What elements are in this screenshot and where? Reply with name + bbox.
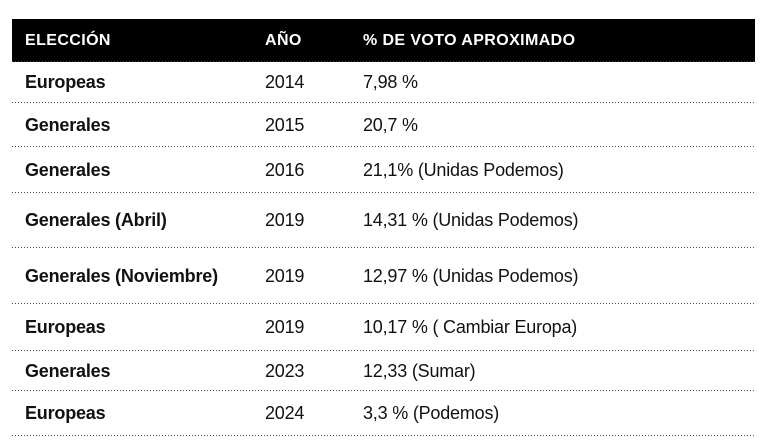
- table-row: Generales (Noviembre) 2019 12,97 % (Unid…: [12, 248, 755, 304]
- column-header-voto-aproximado: % DE VOTO APROXIMADO: [363, 31, 576, 49]
- election-cell: Generales (Noviembre): [25, 265, 218, 286]
- year-cell: 2019: [265, 265, 305, 286]
- column-header-eleccion: ELECCIÓN: [25, 31, 111, 49]
- vote-cell: 21,1% (Unidas Podemos): [363, 159, 564, 180]
- election-cell: Generales (Abril): [25, 210, 167, 230]
- table-row: Generales 2015 20,7 %: [12, 103, 755, 147]
- election-cell: Europeas: [25, 403, 106, 423]
- table-row: Europeas 2024 3,3 % (Podemos): [12, 391, 755, 436]
- year-cell: 2016: [265, 159, 305, 180]
- year-cell: 2014: [265, 72, 305, 92]
- year-cell: 2023: [265, 360, 305, 381]
- vote-cell: 12,33 (Sumar): [363, 360, 476, 381]
- year-cell: 2024: [265, 403, 305, 423]
- vote-cell: 12,97 % (Unidas Podemos): [363, 265, 579, 286]
- vote-cell: 20,7 %: [363, 114, 418, 135]
- vote-cell: 3,3 % (Podemos): [363, 403, 500, 423]
- election-cell: Europeas: [25, 317, 106, 337]
- election-cell: Generales: [25, 159, 111, 180]
- column-header-ano: AÑO: [265, 31, 302, 49]
- vote-cell: 14,31 % (Unidas Podemos): [363, 210, 579, 230]
- year-cell: 2019: [265, 317, 305, 337]
- table-header-row: ELECCIÓN AÑO % DE VOTO APROXIMADO: [12, 19, 755, 62]
- vote-cell: 7,98 %: [363, 72, 418, 92]
- vote-cell: 10,17 % ( Cambiar Europa): [363, 317, 578, 337]
- table-row: Europeas 2019 10,17 % ( Cambiar Europa): [12, 304, 755, 351]
- year-cell: 2015: [265, 114, 305, 135]
- table-row: Generales 2016 21,1% (Unidas Podemos): [12, 147, 755, 193]
- table-row: Generales (Abril) 2019 14,31 % (Unidas P…: [12, 193, 755, 248]
- table-row: Generales 2023 12,33 (Sumar): [12, 351, 755, 391]
- year-cell: 2019: [265, 210, 305, 230]
- table-row: Europeas 2014 7,98 %: [12, 62, 755, 103]
- election-cell: Generales: [25, 114, 111, 135]
- election-cell: Europeas: [25, 72, 106, 92]
- election-cell: Generales: [25, 360, 111, 381]
- election-results-table: ELECCIÓN AÑO % DE VOTO APROXIMADO Europe…: [12, 19, 755, 436]
